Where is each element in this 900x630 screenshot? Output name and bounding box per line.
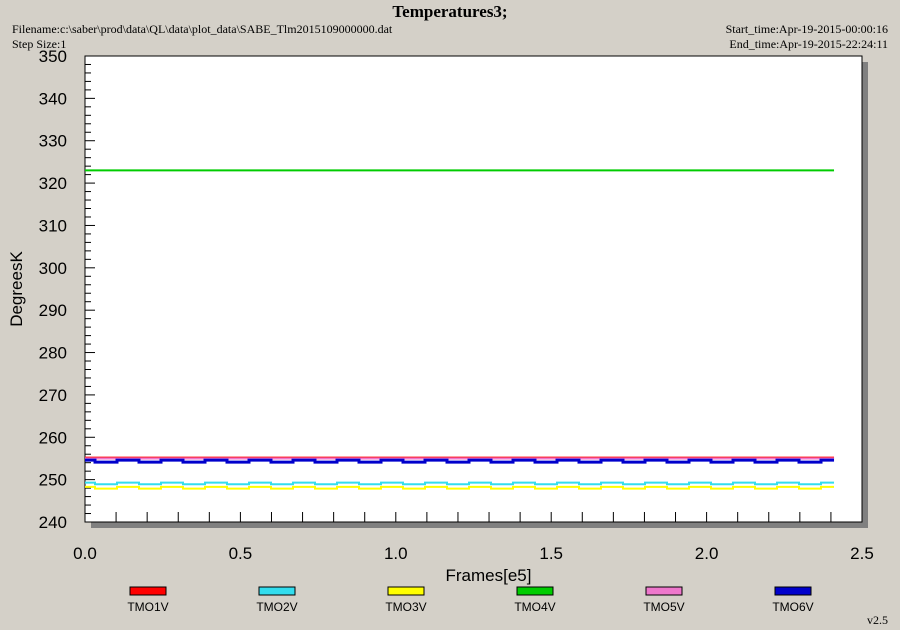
version-label: v2.5 (867, 613, 888, 627)
y-tick-label: 330 (39, 132, 67, 151)
step-size-label: Step Size:1 (12, 37, 67, 51)
y-tick-label: 350 (39, 47, 67, 66)
y-tick-label: 240 (39, 513, 67, 532)
legend-swatch (774, 586, 812, 596)
legend-swatch (129, 586, 167, 596)
series-line-tmo2v (85, 481, 835, 486)
legend-label: TMO1V (127, 600, 168, 614)
y-tick-label: 300 (39, 259, 67, 278)
legend-label: TMO4V (514, 600, 555, 614)
end-time-label: End_time:Apr-19-2015-22:24:11 (729, 37, 888, 51)
x-tick-label: 1.5 (539, 544, 563, 563)
legend-swatch (258, 586, 296, 596)
y-tick-label: 270 (39, 386, 67, 405)
y-tick-label: 310 (39, 216, 67, 235)
series-line-tmo3v (85, 485, 835, 490)
chart-title: Temperatures3; (392, 2, 508, 21)
y-tick-label: 320 (39, 174, 67, 193)
x-tick-label: 2.0 (695, 544, 719, 563)
legend-swatch (645, 586, 683, 596)
y-tick-label: 260 (39, 428, 67, 447)
y-tick-label: 290 (39, 301, 67, 320)
y-tick-label: 340 (39, 89, 67, 108)
x-tick-label: 0.5 (229, 544, 253, 563)
legend-label: TMO6V (772, 600, 813, 614)
filename-label: Filename:c:\saber\prod\data\QL\data\plot… (12, 22, 393, 36)
x-tick-label: 1.0 (384, 544, 408, 563)
plot-area (84, 55, 863, 523)
y-tick-label: 280 (39, 344, 67, 363)
legend-label: TMO3V (385, 600, 426, 614)
x-tick-label: 0.0 (73, 544, 97, 563)
y-axis-label: DegreesK (7, 251, 26, 327)
legend-label: TMO2V (256, 600, 297, 614)
legend-label: TMO5V (643, 600, 684, 614)
legend-swatch (516, 586, 554, 596)
series-line-tmo6v (85, 458, 835, 464)
x-tick-label: 2.5 (850, 544, 874, 563)
legend-swatch (387, 586, 425, 596)
start-time-label: Start_time:Apr-19-2015-00:00:16 (725, 22, 888, 36)
y-tick-label: 250 (39, 471, 67, 490)
x-axis-label: Frames[e5] (446, 566, 532, 585)
